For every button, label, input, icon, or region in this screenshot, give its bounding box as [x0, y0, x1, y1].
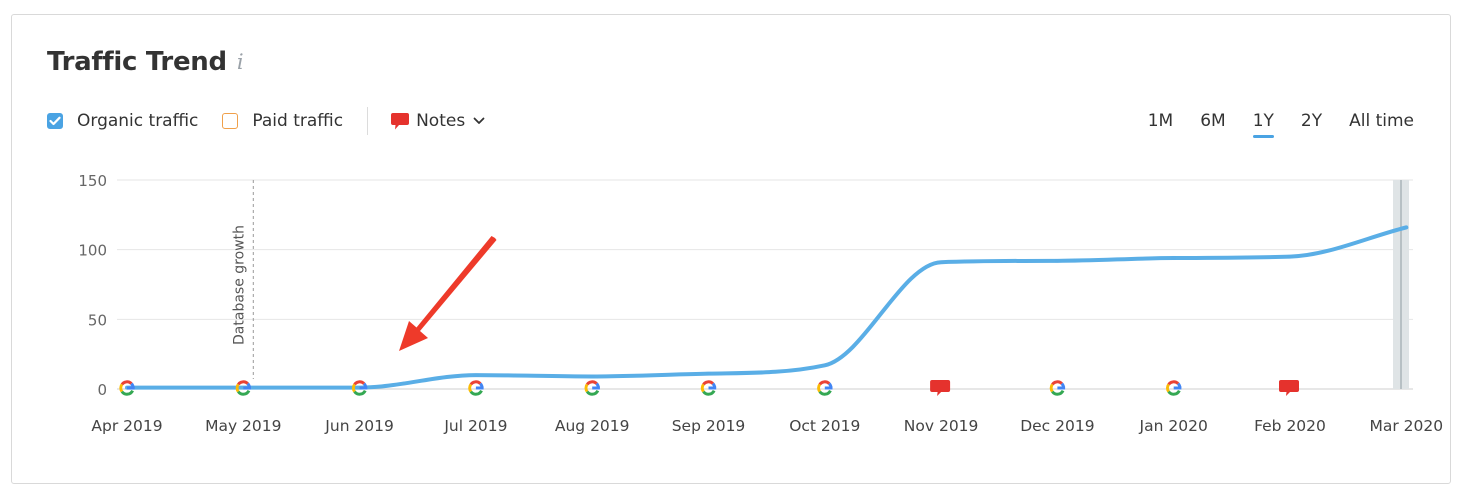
data-point-mar-2020[interactable] [1403, 224, 1409, 230]
note-icon[interactable] [930, 380, 951, 396]
annotation-label: Database growth [231, 225, 247, 345]
title-row: Traffic Trend i [47, 42, 244, 82]
checkbox-empty-icon[interactable] [222, 113, 239, 129]
google-icon[interactable] [1049, 380, 1066, 396]
x-tick-label: Jul 2019 [443, 417, 507, 435]
y-tick-label: 100 [78, 242, 107, 260]
google-icon[interactable] [351, 380, 368, 396]
x-tick-label: Sep 2019 [672, 417, 746, 435]
x-tick-label: Nov 2019 [904, 417, 979, 435]
note-icon[interactable] [1279, 380, 1299, 396]
data-point-aug-2019[interactable] [589, 373, 595, 379]
paid-traffic-label: Paid traffic [252, 111, 344, 131]
x-tick-label: Feb 2020 [1254, 417, 1326, 435]
data-point-dec-2019[interactable] [1054, 258, 1060, 264]
google-icon[interactable] [468, 380, 484, 396]
data-point-nov-2019[interactable] [938, 259, 944, 265]
traffic-trend-card [11, 14, 1451, 484]
google-icon[interactable] [700, 380, 717, 396]
page-title: Traffic Trend [47, 47, 227, 77]
google-icon[interactable] [119, 380, 135, 396]
data-point-oct-2019[interactable] [822, 362, 828, 368]
x-tick-label: Jan 2020 [1139, 417, 1208, 435]
google-icon[interactable] [584, 380, 600, 396]
checkbox-checked-icon[interactable] [47, 113, 63, 129]
x-tick-label: Mar 2020 [1369, 417, 1443, 435]
y-tick-label: 50 [88, 311, 107, 329]
x-tick-label: Apr 2019 [91, 417, 162, 435]
period-all-time[interactable]: All time [1349, 111, 1414, 131]
paid-traffic-toggle[interactable]: Paid traffic [222, 111, 343, 131]
data-point-feb-2020[interactable] [1287, 254, 1293, 260]
period-2y[interactable]: 2Y [1300, 111, 1323, 131]
red-arrow-annotation [399, 236, 497, 351]
organic-traffic-toggle[interactable]: Organic traffic [47, 111, 198, 131]
google-icon[interactable] [817, 380, 833, 396]
period-1y[interactable]: 1Y [1252, 111, 1275, 138]
x-tick-label: Aug 2019 [555, 417, 630, 435]
x-tick-label: Jun 2019 [324, 417, 394, 435]
organic-traffic-line [125, 225, 1409, 390]
chevron-down-icon [473, 117, 485, 125]
google-icon[interactable] [1166, 380, 1182, 396]
note-bubble-icon [390, 112, 410, 131]
legend-bar: Organic traffic Paid traffic Notes [47, 106, 485, 136]
period-6m[interactable]: 6M [1200, 111, 1226, 131]
period-selector: 1M 6M 1Y 2Y All time [1121, 106, 1414, 138]
organic-traffic-label: Organic traffic [77, 111, 199, 131]
notes-dropdown[interactable]: Notes [390, 111, 485, 131]
x-tick-label: Oct 2019 [789, 417, 860, 435]
x-tick-label: May 2019 [205, 417, 281, 435]
google-icon[interactable] [235, 380, 251, 396]
data-point-sep-2019[interactable] [706, 371, 712, 377]
x-tick-label: Dec 2019 [1020, 417, 1094, 435]
data-point-jul-2019[interactable] [473, 372, 479, 378]
data-point-jan-2020[interactable] [1171, 255, 1177, 261]
y-tick-label: 0 [97, 381, 107, 399]
legend-divider [367, 107, 369, 135]
notes-label: Notes [416, 111, 466, 131]
y-tick-label: 150 [78, 172, 107, 190]
period-1m[interactable]: 1M [1147, 111, 1174, 131]
info-icon[interactable]: i [236, 50, 244, 74]
